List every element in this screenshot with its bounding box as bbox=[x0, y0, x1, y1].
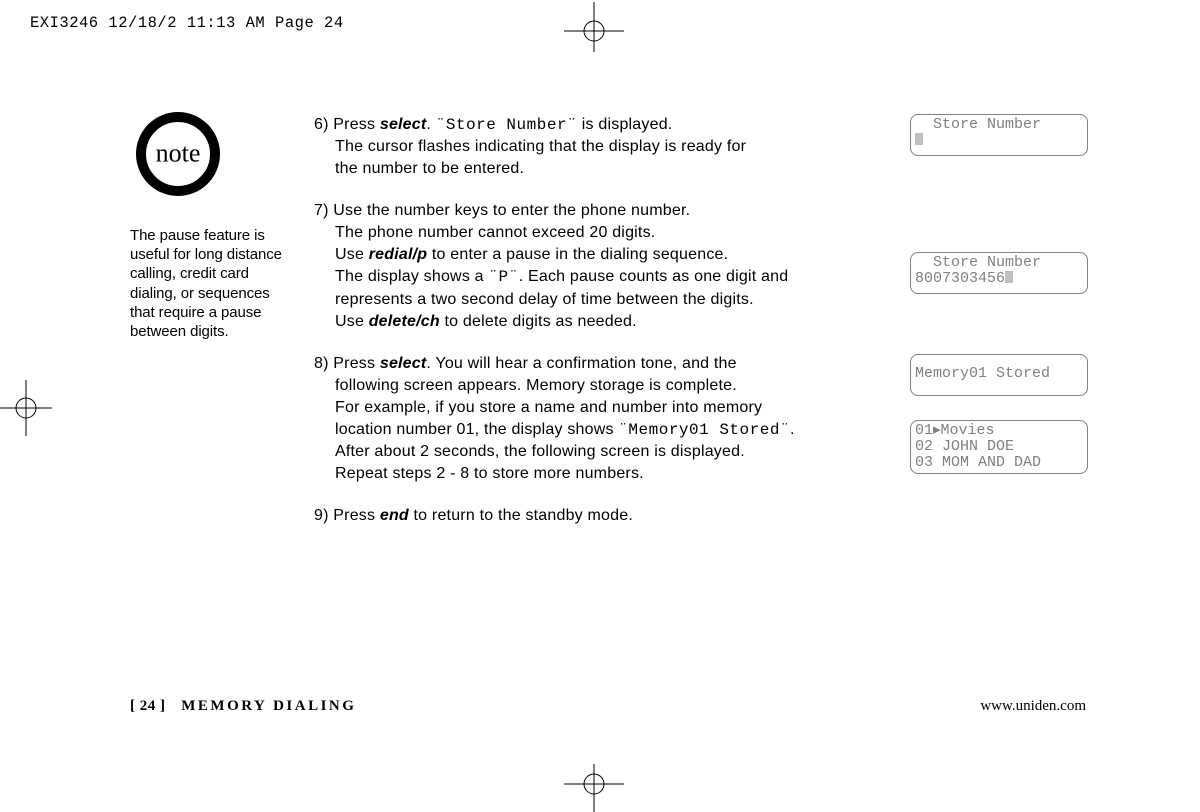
registration-mark-icon bbox=[0, 380, 52, 436]
step-8: 8) Press select. You will hear a confirm… bbox=[314, 353, 894, 485]
step-number: 9) bbox=[314, 507, 329, 524]
cursor-icon bbox=[915, 133, 923, 145]
note-callout-icon: note bbox=[136, 112, 220, 196]
lcd-column: Store Number Store Number 8007303456 Mem… bbox=[910, 114, 1088, 474]
footer-left: [ 24 ] MEMORY DIALING bbox=[130, 698, 356, 715]
step-7: 7) Use the number keys to enter the phon… bbox=[314, 200, 894, 332]
button-ref-redialp: redial/p bbox=[369, 246, 428, 263]
lcd-ref: ¨P¨ bbox=[488, 268, 518, 286]
section-title: MEMORY DIALING bbox=[181, 698, 356, 714]
button-ref-select: select bbox=[380, 355, 427, 372]
button-ref-select: select bbox=[380, 116, 427, 133]
step-6: 6) Press select. ¨Store Number¨ is displ… bbox=[314, 114, 894, 180]
registration-mark-icon bbox=[564, 2, 624, 52]
instruction-column: 6) Press select. ¨Store Number¨ is displ… bbox=[314, 114, 894, 547]
lcd-screen-store-number-entered: Store Number 8007303456 bbox=[910, 252, 1088, 294]
registration-mark-icon bbox=[564, 764, 624, 812]
lcd-screen-store-number-empty: Store Number bbox=[910, 114, 1088, 156]
step-number: 7) bbox=[314, 202, 329, 219]
crop-mark-text: EXI3246 12/18/2 11:13 AM Page 24 bbox=[30, 14, 344, 32]
lcd-screen-memory-list: 01▸Movies 02 JOHN DOE 03 MOM AND DAD bbox=[910, 420, 1088, 474]
lcd-ref: ¨Memory01 Stored¨ bbox=[618, 421, 790, 439]
lcd-screen-memory-stored: Memory01 Stored bbox=[910, 354, 1088, 396]
step-number: 6) bbox=[314, 116, 329, 133]
cursor-icon bbox=[1005, 271, 1013, 283]
note-text: The pause feature is useful for long dis… bbox=[130, 226, 288, 341]
page: EXI3246 12/18/2 11:13 AM Page 24 note Th… bbox=[0, 0, 1200, 811]
step-number: 8) bbox=[314, 355, 329, 372]
lcd-ref: ¨Store Number¨ bbox=[436, 116, 577, 134]
page-number: [ 24 ] bbox=[130, 698, 166, 714]
button-ref-end: end bbox=[380, 507, 409, 524]
note-callout-label: note bbox=[156, 138, 201, 168]
button-ref-deletech: delete/ch bbox=[369, 313, 440, 330]
step-9: 9) Press end to return to the standby mo… bbox=[314, 505, 894, 527]
footer-url: www.uniden.com bbox=[980, 698, 1086, 715]
